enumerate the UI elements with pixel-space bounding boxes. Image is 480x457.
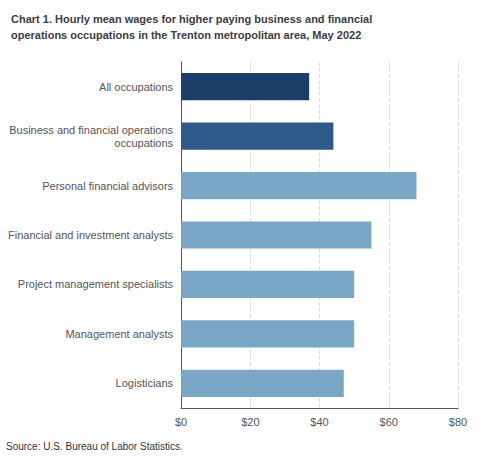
svg-text:Personal financial advisors: Personal financial advisors <box>42 180 173 192</box>
svg-text:$60: $60 <box>380 416 398 428</box>
svg-text:Financial and investment analy: Financial and investment analysts <box>8 229 174 241</box>
svg-text:Logisticians: Logisticians <box>116 377 174 389</box>
svg-text:operations occupations in the: operations occupations in the Trenton me… <box>11 29 361 41</box>
svg-text:Chart 1. Hourly mean wages for: Chart 1. Hourly mean wages for higher pa… <box>11 13 372 25</box>
svg-text:Source: U.S. Bureau of Labor S: Source: U.S. Bureau of Labor Statistics. <box>6 441 183 452</box>
svg-text:$80: $80 <box>449 416 467 428</box>
svg-text:All occupations: All occupations <box>99 81 173 93</box>
svg-text:$20: $20 <box>241 416 259 428</box>
svg-text:Management analysts: Management analysts <box>65 328 173 340</box>
svg-text:$0: $0 <box>175 416 187 428</box>
svg-text:Project management specialists: Project management specialists <box>18 278 174 290</box>
svg-text:occupations: occupations <box>114 137 173 149</box>
svg-text:$40: $40 <box>310 416 328 428</box>
svg-text:Business and financial operati: Business and financial operations <box>9 124 173 136</box>
